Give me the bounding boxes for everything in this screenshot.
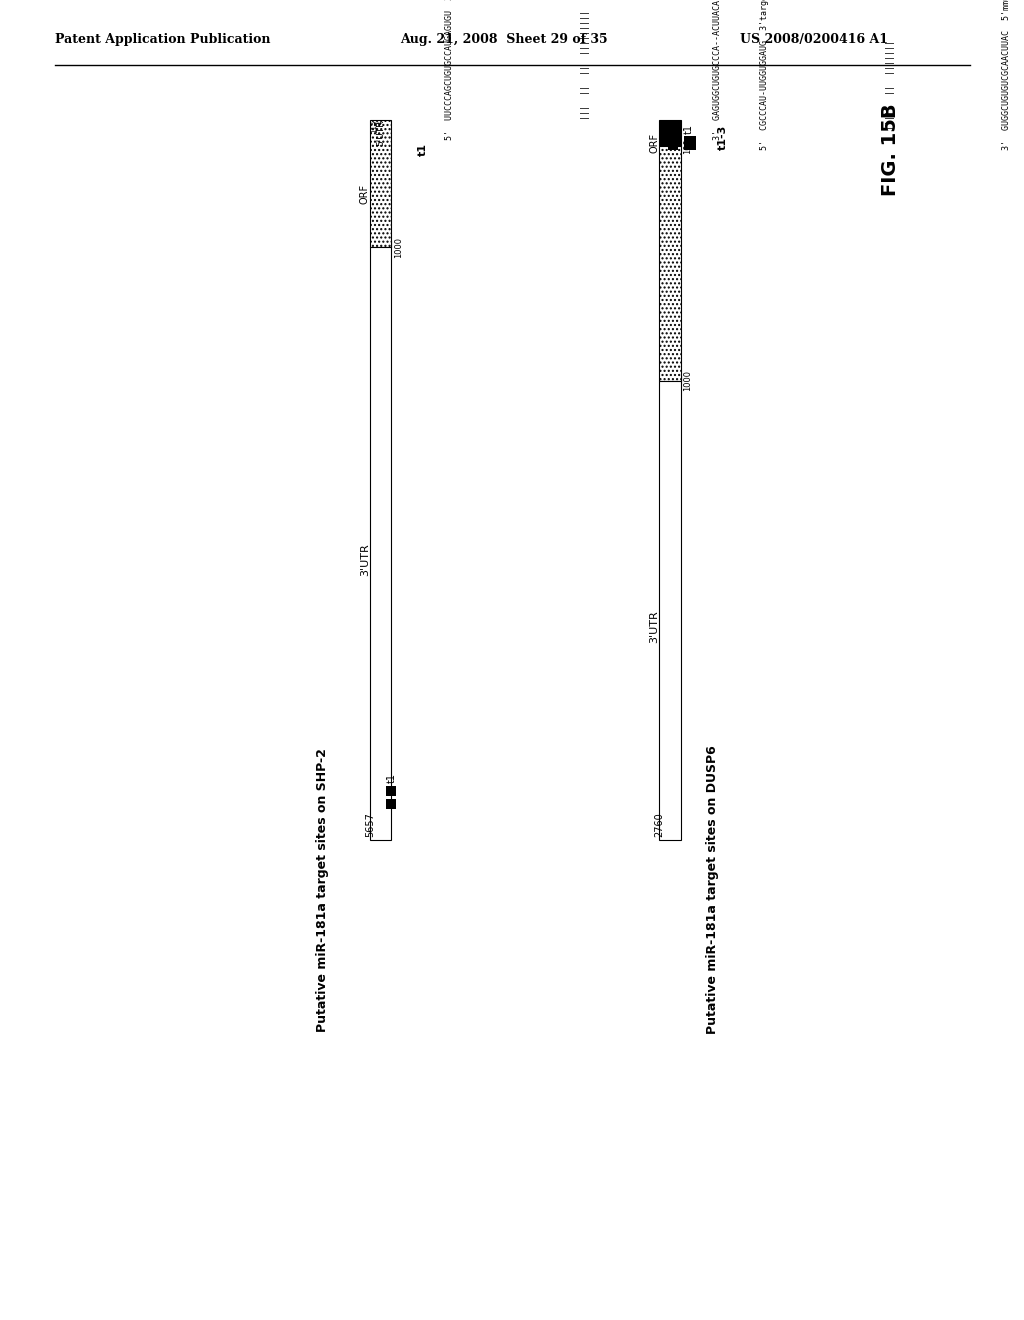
Text: 1000: 1000 xyxy=(394,236,403,257)
Text: 100: 100 xyxy=(683,139,692,154)
Text: |||  ||  ||  |||||||||: ||| || || ||||||||| xyxy=(582,11,591,140)
Text: 5'  CGCCCAU-UUGGUGGAUG  3'target(2656-2673): 5' CGCCCAU-UUGGUGGAUG 3'target(2656-2673… xyxy=(760,0,769,150)
Text: 5'UTR: 5'UTR xyxy=(666,120,675,147)
Bar xyxy=(683,136,695,150)
Text: 1: 1 xyxy=(375,120,383,125)
Text: 3'  GAGUGGCUGUGCCCA--ACUUACA  5'mmu-miR-181a: 3' GAGUGGCUGUGCCCA--ACUUACA 5'mmu-miR-18… xyxy=(713,0,722,140)
Text: Putative miR-181a target sites on DUSP6: Putative miR-181a target sites on DUSP6 xyxy=(706,746,719,1035)
Text: 5'UTR: 5'UTR xyxy=(376,120,385,147)
Bar xyxy=(371,247,391,840)
Text: 123: 123 xyxy=(673,121,682,137)
Text: 3'  GUGGCUGUGUCGCAACUUAC  5'mmu-miR-181a: 3' GUGGCUGUGUCGCAACUUAC 5'mmu-miR-181a xyxy=(1002,0,1011,150)
Text: t1: t1 xyxy=(386,772,396,783)
Text: Aug. 21, 2008  Sheet 29 of 35: Aug. 21, 2008 Sheet 29 of 35 xyxy=(400,33,607,46)
Bar xyxy=(659,147,681,381)
Text: Putative miR-181a target sites on SHP-2: Putative miR-181a target sites on SHP-2 xyxy=(316,748,330,1032)
Text: Patent Application Publication: Patent Application Publication xyxy=(55,33,270,46)
Text: FIG. 15B: FIG. 15B xyxy=(882,104,900,197)
Text: 3'UTR: 3'UTR xyxy=(649,610,659,643)
Bar xyxy=(659,381,681,840)
Text: 5657: 5657 xyxy=(366,812,375,837)
Bar xyxy=(371,120,391,247)
Text: 1000: 1000 xyxy=(683,371,692,391)
Text: ORF: ORF xyxy=(360,183,370,203)
Bar xyxy=(668,140,678,150)
Text: t1: t1 xyxy=(418,144,428,157)
Text: |||||  ||  |||||||: ||||| || ||||||| xyxy=(887,40,895,150)
Text: US 2008/0200416 A1: US 2008/0200416 A1 xyxy=(740,33,888,46)
Text: 3'UTR: 3'UTR xyxy=(360,544,370,577)
Text: 2760: 2760 xyxy=(654,812,665,837)
Text: 115: 115 xyxy=(371,120,377,133)
Text: t1-3: t1-3 xyxy=(718,125,728,150)
Text: ORF: ORF xyxy=(649,133,659,153)
Bar xyxy=(386,799,396,809)
Bar xyxy=(659,120,681,147)
Text: 5'  UUCCCAGCUGUGCCAUGAGUGU  3'target(5427-5449): 5' UUCCCAGCUGUGCCAUGAGUGU 3'target(5427-… xyxy=(444,0,454,140)
Text: t1: t1 xyxy=(683,124,693,135)
Bar xyxy=(386,785,396,796)
Text: 1: 1 xyxy=(664,120,673,125)
